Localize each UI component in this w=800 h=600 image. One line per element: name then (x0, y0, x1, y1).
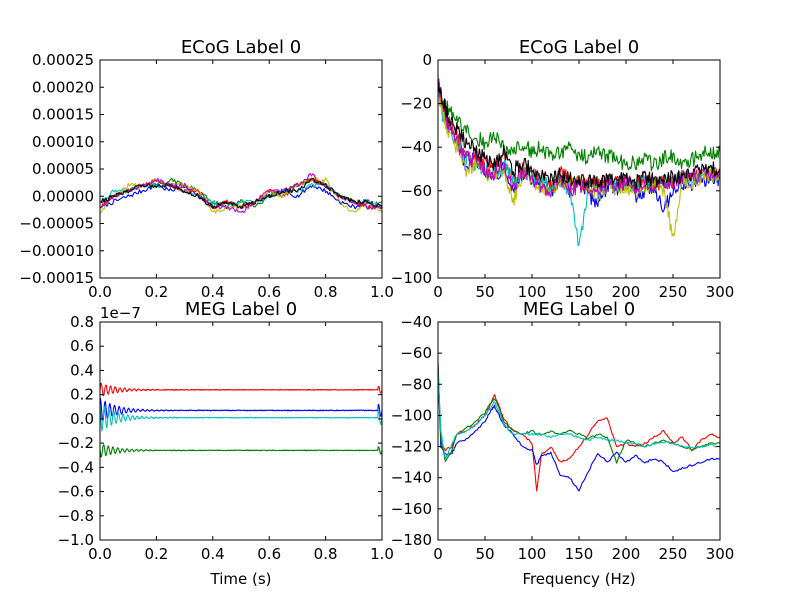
y-tick-label: −20 (400, 95, 432, 113)
y-tick-label: −140 (391, 469, 432, 487)
x-tick-label: 300 (706, 283, 735, 301)
plot-area (438, 77, 720, 247)
subplot-title: ECoG Label 0 (181, 37, 301, 58)
x-tick-label: 0.8 (314, 283, 338, 301)
series-line-1 (438, 81, 720, 213)
series-line-1 (438, 360, 720, 492)
y-tick-label: −0.8 (58, 507, 94, 525)
y-tick-label: −120 (391, 438, 432, 456)
x-tick-label: 150 (565, 545, 594, 563)
y-tick-label: −0.00010 (19, 242, 94, 260)
y-tick-label: −80 (400, 375, 432, 393)
x-axis-label: Time (s) (210, 570, 272, 588)
x-tick-label: 50 (475, 283, 494, 301)
y-tick-label: −100 (391, 269, 432, 287)
x-tick-label: 1.0 (370, 283, 394, 301)
y-tick-label: 0.00015 (32, 106, 94, 124)
series-line-2 (100, 398, 382, 422)
y-tick-label: 0.6 (70, 337, 94, 355)
x-tick-label: 200 (612, 283, 641, 301)
y-tick-label: −1.0 (58, 531, 94, 549)
y-tick-label: 0.00025 (32, 51, 94, 69)
x-tick-label: 0 (433, 283, 443, 301)
y-tick-label: −0.4 (58, 458, 94, 476)
x-tick-label: 0.0 (88, 283, 112, 301)
y-tick-label: −160 (391, 500, 432, 518)
y-tick-label: −180 (391, 531, 432, 549)
y-tick-label: 0.0 (70, 410, 94, 428)
subplot-title: MEG Label 0 (185, 299, 297, 320)
y-tick-label: −40 (400, 138, 432, 156)
y-tick-label: 0.00000 (32, 187, 94, 205)
series-line-4 (438, 90, 720, 247)
x-tick-label: 1.0 (370, 545, 394, 563)
axes-frame (99, 321, 383, 541)
y-tick-label: −0.00005 (19, 215, 94, 233)
y-tick-label: 0.4 (70, 361, 94, 379)
series-line-4 (438, 371, 720, 460)
subplot-title: ECoG Label 0 (519, 37, 639, 58)
x-tick-label: 0.6 (257, 545, 281, 563)
y-tick-label: −60 (400, 182, 432, 200)
x-tick-label: 0 (433, 545, 443, 563)
x-tick-label: 0.4 (201, 283, 225, 301)
series-line-7 (438, 81, 720, 191)
x-tick-label: 250 (659, 283, 688, 301)
y-tick-label: 0.2 (70, 386, 94, 404)
x-tick-label: 250 (659, 545, 688, 563)
series-line-7 (100, 177, 382, 209)
y-tick-label: −60 (400, 344, 432, 362)
x-tick-label: 100 (518, 283, 547, 301)
axes-frame (437, 321, 721, 541)
x-tick-label: 300 (706, 545, 735, 563)
series-line-2 (438, 368, 720, 492)
axis-offset-label: 1e−7 (100, 304, 141, 322)
series-line-3 (438, 365, 720, 464)
subplot-3: 0.0 0.2 0.4 0.6 0.8 1.0 −1.0 −0.8 −0.6 −0.4 −0.2 0.… (58, 299, 394, 588)
x-tick-label: 0.0 (88, 545, 112, 563)
series-line-2 (100, 177, 382, 210)
x-tick-label: 0.6 (257, 283, 281, 301)
x-tick-label: 0.2 (144, 283, 168, 301)
x-tick-label: 0.2 (144, 545, 168, 563)
subplot-4: 0 50 100 150 200 250 300 −180 −160 −140 −120 −100 −8… (391, 299, 735, 588)
y-tick-label: 0.00005 (32, 160, 94, 178)
y-tick-label: 0.00010 (32, 133, 94, 151)
x-axis-label: Frequency (Hz) (522, 570, 635, 588)
series-line-4 (100, 444, 382, 458)
y-tick-label: −80 (400, 225, 432, 243)
y-tick-label: 0.8 (70, 313, 94, 331)
plot-area (100, 382, 382, 458)
y-tick-label: −40 (400, 313, 432, 331)
x-tick-label: 50 (475, 545, 494, 563)
y-tick-label: −0.00015 (19, 269, 94, 287)
subplot-title: MEG Label 0 (523, 299, 635, 320)
y-tick-label: −0.2 (58, 434, 94, 452)
y-tick-label: 0 (422, 51, 432, 69)
axes-frame (99, 59, 383, 279)
series-line-3 (100, 178, 382, 210)
series-line-3 (100, 404, 382, 432)
subplot-1: 0.0 0.2 0.4 0.6 0.8 1.0 −0.00015 −0.00010 −0.000… (19, 37, 394, 301)
x-tick-label: 0.8 (314, 545, 338, 563)
y-tick-label: 0.00020 (32, 78, 94, 96)
y-tick-label: −0.6 (58, 483, 94, 501)
x-tick-label: 100 (518, 545, 547, 563)
series-line-1 (100, 382, 382, 397)
plot-area (100, 172, 382, 214)
subplot-2: 0 50 100 150 200 250 300 −100 −80 −60 −40 −20 0 ECoG … (391, 37, 735, 301)
y-tick-label: −100 (391, 406, 432, 424)
series-line-2 (438, 77, 720, 172)
x-tick-label: 0.4 (201, 545, 225, 563)
x-tick-label: 200 (612, 545, 641, 563)
x-tick-label: 150 (565, 283, 594, 301)
plot-area (438, 360, 720, 492)
